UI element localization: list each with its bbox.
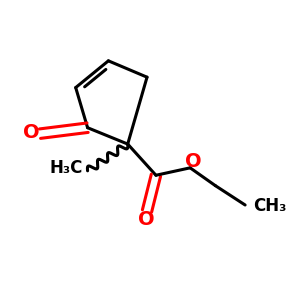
Text: O: O — [185, 152, 201, 171]
Text: CH₃: CH₃ — [254, 197, 287, 215]
Text: H₃C: H₃C — [50, 159, 83, 177]
Text: O: O — [23, 123, 39, 142]
Text: O: O — [138, 210, 155, 229]
